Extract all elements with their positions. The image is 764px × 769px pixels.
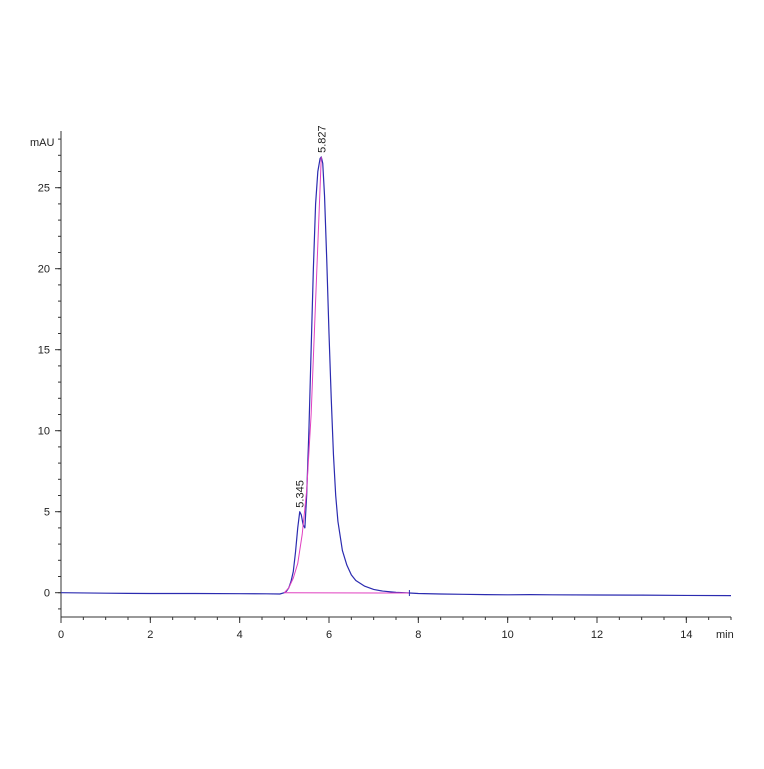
baseline-fit-line bbox=[284, 157, 321, 593]
x-tick-label: 6 bbox=[326, 629, 332, 641]
peak-label: 5.345 bbox=[295, 480, 307, 508]
x-tick-label: 8 bbox=[415, 629, 421, 641]
y-tick-label: 20 bbox=[38, 264, 50, 276]
y-axis-label: mAU bbox=[30, 137, 55, 149]
x-tick-label: 12 bbox=[591, 629, 603, 641]
y-tick-label: 0 bbox=[44, 588, 50, 600]
x-tick-label: 14 bbox=[680, 629, 692, 641]
x-tick-label: 2 bbox=[147, 629, 153, 641]
x-axis-label: min bbox=[716, 629, 734, 641]
y-tick-label: 15 bbox=[38, 345, 50, 357]
peak-label: 5.827 bbox=[316, 125, 328, 153]
y-tick-label: 5 bbox=[44, 507, 50, 519]
series-layer bbox=[61, 157, 731, 596]
y-tick-label: 10 bbox=[38, 426, 50, 438]
axes: 0 5 10 15 20 25 0 2 4 6 8 10 12 14 bbox=[38, 131, 731, 641]
x-tick-label: 4 bbox=[237, 629, 243, 641]
y-tick-label: 25 bbox=[38, 183, 50, 195]
x-tick-label: 0 bbox=[58, 629, 64, 641]
signal-trace bbox=[61, 157, 731, 596]
x-tick-label: 10 bbox=[502, 629, 514, 641]
